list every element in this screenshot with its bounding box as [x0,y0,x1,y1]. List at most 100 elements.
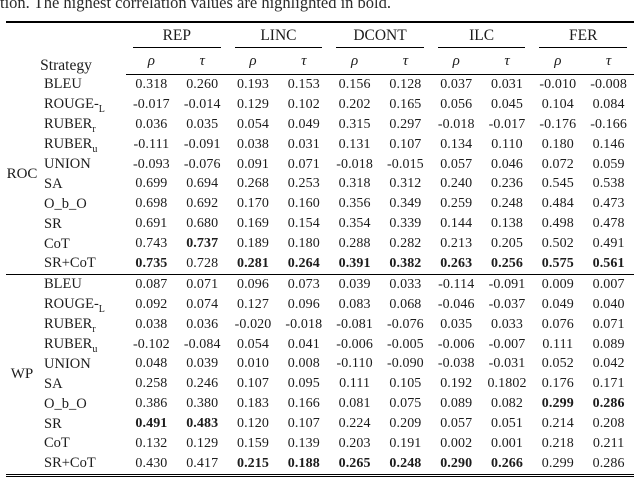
value-cell: 0.256 [491,255,523,271]
value-cell: 0.473 [592,196,625,212]
group-header-row: Strategy REP LINC DCONT ILC FER [6,22,634,74]
value-cell: 0.281 [236,255,269,271]
table-row: O_b_O 0.698 0.692 0.170 0.160 0.356 0.349 0.259… [6,194,634,214]
value-cell: 0.680 [186,216,219,232]
value-cell: 0.169 [236,216,269,232]
value-cell: 0.036 [135,116,168,132]
value-cell: 0.286 [592,396,625,412]
strategy-subscript: u [92,343,98,355]
value-cell: 0.071 [287,156,320,172]
value-cell: 0.059 [592,156,625,172]
value-cell: 0.253 [287,176,320,192]
value-cell: 0.035 [440,316,473,332]
value-cell: 0.160 [287,196,320,212]
value-cell: 0.538 [592,176,625,192]
table-row: UNION 0.048 0.039 0.010 0.008 -0.110 -0.090 -0.… [6,354,634,374]
value-cell: 0.075 [389,396,422,412]
value-cell: 0.692 [186,196,219,212]
strategy-cell: O_b_O [38,194,126,214]
value-cell: 0.491 [592,236,625,252]
value-cell: -0.010 [539,76,577,92]
value-cell: 0.743 [135,236,168,252]
value-cell: 0.138 [491,216,523,232]
strategy-cell: SR+CoT [38,454,126,475]
strategy-cell: O_b_O [38,394,126,414]
value-cell: 0.417 [186,455,219,471]
strategy-name: BLEU [44,276,82,293]
value-cell: 0.218 [541,435,574,451]
value-cell: 0.266 [491,455,523,471]
value-cell: 0.354 [338,216,371,232]
strategy-cell: SR [38,214,126,234]
value-cell: 0.575 [541,255,574,271]
value-cell: 0.072 [541,156,574,172]
value-cell: 0.246 [186,376,219,392]
table-row: RUBERr 0.036 0.035 0.054 0.049 0.315 0.297 -0.0… [6,115,634,135]
strategy-cell: ROUGE-L [38,295,126,315]
value-cell: 0.039 [329,273,380,295]
value-cell: 0.042 [592,356,625,372]
group-label: LINC [234,24,323,48]
value-cell: 0.297 [389,116,422,132]
strategy-name: SR+CoT [44,255,96,272]
table-row: UNION -0.093 -0.076 0.091 0.071 -0.018 -0.015 0… [6,155,634,175]
value-cell: 0.545 [541,176,574,192]
value-cell: -0.046 [437,296,475,312]
value-cell: 0.156 [338,76,371,92]
strategy-cell: CoT [38,434,126,454]
value-cell: 0.039 [186,356,219,372]
value-cell: -0.006 [437,336,475,352]
value-cell: 0.265 [338,455,371,471]
strategy-column-header: Strategy [40,56,92,74]
value-cell: 0.084 [592,96,625,112]
value-cell: 0.048 [135,356,168,372]
strategy-cell: RUBERr [38,315,126,335]
value-cell: 0.087 [126,273,177,295]
value-cell: -0.093 [133,156,170,172]
subcolumn-header-rho: ρ [126,48,177,75]
strategy-cell: ROUGE-L [38,95,126,115]
value-cell: 0.286 [592,455,625,471]
value-cell: 0.248 [389,455,422,471]
strategy-cell: SR [38,414,126,434]
value-cell: 0.092 [135,296,168,312]
value-cell: 0.299 [541,455,574,471]
value-cell: 0.057 [440,156,473,172]
value-cell: 0.224 [338,416,371,432]
strategy-cell: SA [38,174,126,194]
value-cell: 0.188 [287,455,320,471]
value-cell: 0.111 [339,376,371,392]
value-cell: 0.091 [236,156,269,172]
table-caption: tion. The highest correlation values are… [0,0,640,13]
value-cell: -0.037 [488,296,526,312]
strategy-cell: CoT [38,234,126,254]
subcolumn-header-tau: τ [583,48,634,75]
strategy-cell: SR+CoT [38,254,126,274]
subcolumn-header-tau: τ [481,48,533,75]
value-cell: 0.056 [440,96,473,112]
value-cell: 0.045 [491,96,523,112]
value-cell: 0.049 [287,116,320,132]
value-cell: 0.033 [380,273,431,295]
value-cell: -0.076 [387,316,424,332]
value-cell: 0.349 [389,196,422,212]
value-cell: 0.1802 [487,376,527,392]
value-cell: 0.202 [338,96,371,112]
value-cell: 0.176 [541,376,574,392]
column-group-header-ilc: ILC [431,22,533,48]
table-row: SR+CoT 0.430 0.417 0.215 0.188 0.265 0.248 0.29… [6,454,634,475]
value-cell: 0.033 [491,316,523,332]
column-group-header-fer: FER [532,22,634,48]
strategy-name: SA [44,175,63,192]
strategy-name: SA [44,375,63,392]
table-row: ROUGE-L 0.092 0.074 0.127 0.096 0.083 0.068 -0.… [6,295,634,315]
value-cell: 0.071 [592,316,625,332]
value-cell: 0.215 [236,455,269,471]
subcolumn-header-row: ρ τ ρ τ ρ τ ρ τ ρ τ [6,48,634,75]
value-cell: 0.561 [592,255,625,271]
value-cell: 0.191 [389,435,422,451]
value-cell: 0.068 [389,296,422,312]
value-cell: 0.159 [236,435,269,451]
value-cell: 0.127 [236,296,269,312]
value-cell: -0.014 [183,96,221,112]
